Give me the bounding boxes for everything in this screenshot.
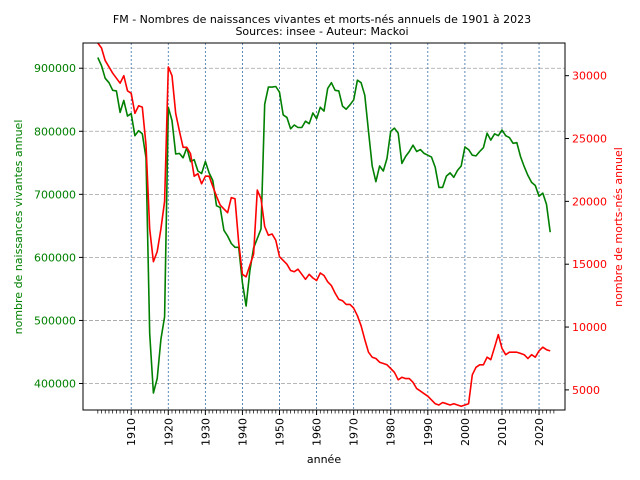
chart-subtitle: Sources: insee - Auteur: Mackoi: [235, 25, 408, 38]
left-axis-series-line: [97, 57, 551, 394]
right-y-axis-label: nombre de morts-nés annuel: [612, 147, 625, 307]
right-y-tick-label-10000: 10000: [572, 321, 607, 334]
right-y-tick-label-20000: 20000: [572, 195, 607, 208]
right-y-tick-label-5000: 5000: [572, 384, 600, 397]
left-y-tick-label-900000: 900000: [34, 62, 76, 75]
left-y-tick-label-500000: 500000: [34, 314, 76, 327]
left-y-axis-label: nombre de naissances vivantes annuel: [12, 120, 25, 335]
x-tick-label-2020: 2020: [533, 418, 546, 446]
x-tick-label-1910: 1910: [125, 418, 138, 446]
x-tick-label-2010: 2010: [496, 418, 509, 446]
x-tick-label-1970: 1970: [348, 418, 361, 446]
x-axis-label: année: [307, 453, 341, 466]
x-tick-label-1940: 1940: [236, 418, 249, 446]
right-y-tick-label-30000: 30000: [572, 70, 607, 83]
right-axis-series-line: [97, 42, 551, 408]
x-axis-ticks: 1910 1920 1930 1940 1950 1960 1970 1980 1990 2000…: [97, 410, 555, 446]
x-tick-label-1960: 1960: [311, 418, 324, 446]
x-tick-label-2000: 2000: [459, 418, 472, 446]
x-tick-label-1920: 1920: [162, 418, 175, 446]
series-layer: [97, 42, 551, 408]
left-y-tick-label-400000: 400000: [34, 378, 76, 391]
left-y-tick-label-700000: 700000: [34, 188, 76, 201]
chart-title: FM - Nombres de naissances vivantes et m…: [113, 13, 531, 26]
right-y-tick-label-15000: 15000: [572, 258, 607, 271]
x-tick-label-1980: 1980: [385, 418, 398, 446]
x-tick-label-1930: 1930: [199, 418, 212, 446]
left-y-tick-label-600000: 600000: [34, 251, 76, 264]
left-y-tick-label-800000: 800000: [34, 125, 76, 138]
left-y-axis-ticks: 400000 500000 600000 700000 800000 900000: [34, 62, 83, 391]
right-y-axis-ticks: 5000 10000 15000 20000 25000 30000: [565, 70, 607, 397]
right-y-tick-label-25000: 25000: [572, 133, 607, 146]
x-tick-label-1990: 1990: [422, 418, 435, 446]
x-tick-label-1950: 1950: [274, 418, 287, 446]
